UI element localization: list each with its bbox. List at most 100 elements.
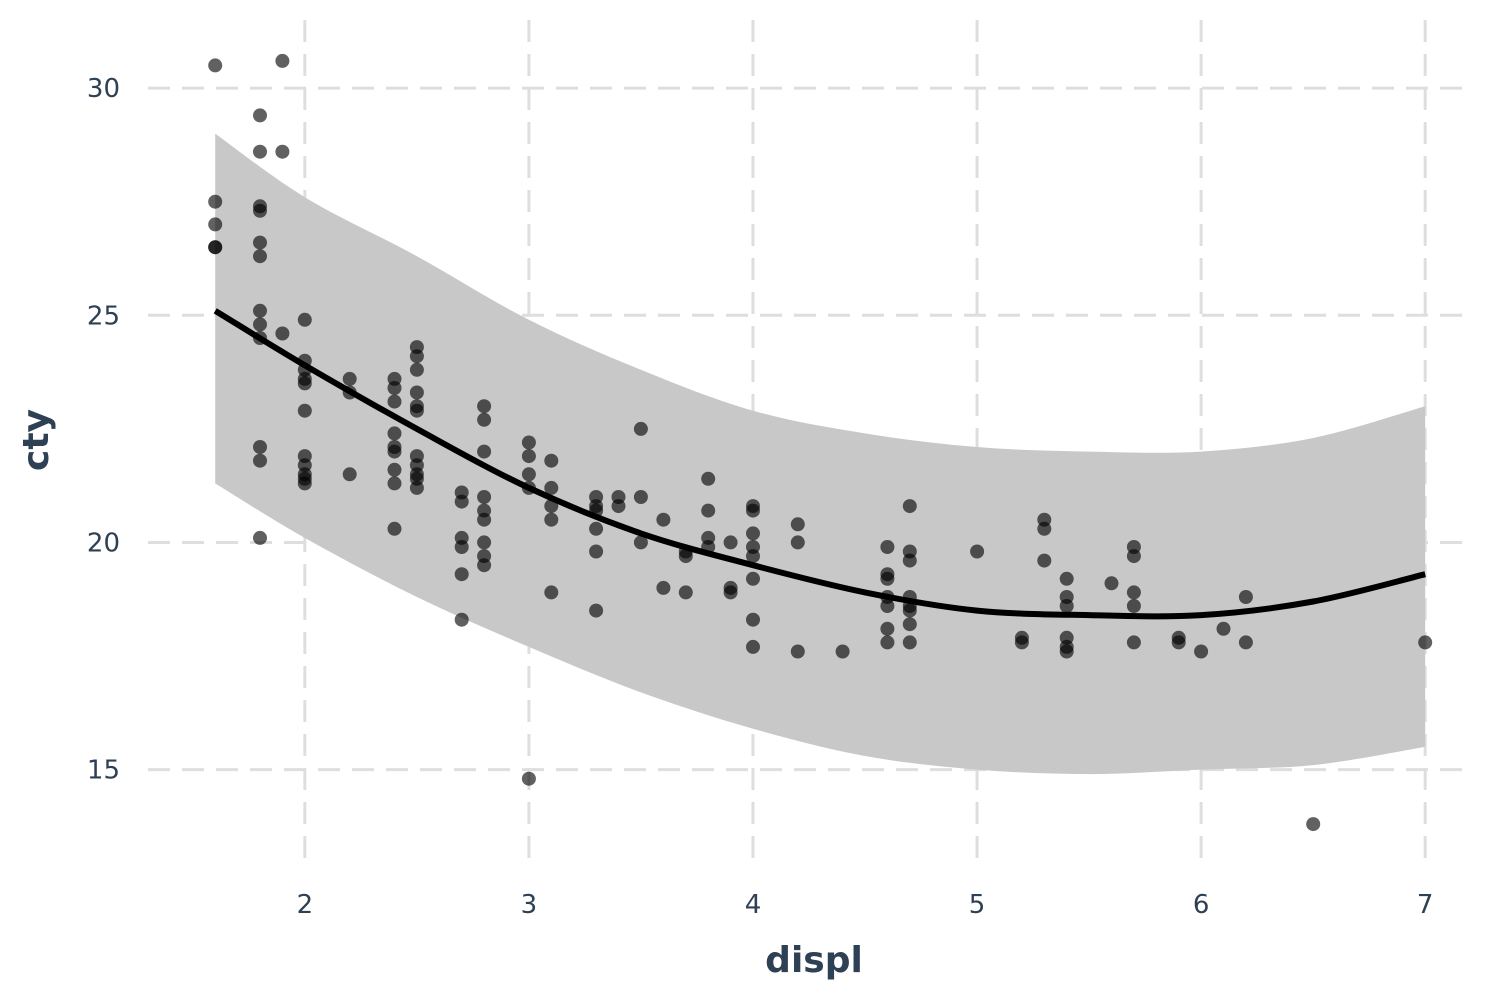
x-tick-label: 3 <box>521 890 538 920</box>
data-point <box>409 362 424 377</box>
data-point <box>477 558 492 573</box>
data-point <box>970 544 985 559</box>
data-point <box>589 603 604 618</box>
data-point <box>253 303 267 318</box>
data-point <box>297 312 312 327</box>
data-point <box>253 249 267 264</box>
data-point <box>521 467 536 482</box>
y-axis-title: cty <box>16 409 57 471</box>
data-point <box>880 635 895 650</box>
data-point <box>387 462 402 477</box>
data-point <box>521 771 536 786</box>
data-point <box>387 440 402 454</box>
data-point <box>835 644 850 659</box>
data-point <box>387 476 402 491</box>
data-point <box>1238 590 1253 604</box>
data-point <box>1037 553 1052 568</box>
data-point <box>253 453 267 468</box>
x-tick-label: 2 <box>297 890 314 920</box>
data-point <box>1059 599 1074 613</box>
data-point <box>544 453 559 468</box>
y-tick-label: 25 <box>87 301 120 331</box>
data-point <box>1126 635 1141 650</box>
data-point <box>746 526 760 541</box>
data-point <box>409 403 424 418</box>
data-point <box>790 517 805 532</box>
x-tick-label: 5 <box>969 890 986 920</box>
y-tick-label: 20 <box>87 528 120 558</box>
data-point <box>297 476 312 491</box>
data-point <box>253 440 267 454</box>
data-point <box>275 326 290 341</box>
data-point <box>454 540 469 554</box>
data-point <box>253 203 267 218</box>
x-tick-label: 4 <box>745 890 762 920</box>
data-point <box>902 499 917 514</box>
data-point <box>253 144 267 159</box>
data-point <box>544 480 559 495</box>
data-point <box>746 549 760 564</box>
data-point <box>1171 635 1186 650</box>
data-point <box>454 612 469 627</box>
data-point <box>1126 585 1141 600</box>
data-point <box>611 499 626 514</box>
data-point <box>297 376 312 391</box>
data-point <box>589 544 604 559</box>
data-point <box>477 444 492 459</box>
data-point <box>723 535 738 550</box>
y-tick-label: 15 <box>87 756 120 786</box>
data-point <box>208 240 223 255</box>
data-point <box>1306 817 1321 832</box>
data-point <box>1238 635 1253 650</box>
x-tick-labels: 2 3 4 5 6 7 <box>297 890 1434 920</box>
data-point <box>678 585 693 600</box>
x-tick-label: 6 <box>1193 890 1210 920</box>
data-point <box>521 449 536 464</box>
data-point <box>633 421 648 436</box>
data-point <box>746 639 760 654</box>
data-point <box>387 394 402 409</box>
data-point <box>1059 571 1074 586</box>
data-point <box>477 490 492 504</box>
data-point <box>387 426 402 441</box>
data-point <box>1216 621 1231 636</box>
x-axis-title: displ <box>765 940 863 981</box>
data-point <box>477 399 492 414</box>
data-point <box>342 467 357 482</box>
data-point <box>208 194 223 209</box>
data-point <box>790 644 805 659</box>
data-point <box>1037 521 1052 536</box>
y-tick-label: 30 <box>87 74 120 104</box>
data-point <box>746 612 760 627</box>
data-point <box>902 617 917 632</box>
data-point <box>1418 635 1433 650</box>
data-point <box>387 381 402 395</box>
fit-line <box>213 308 1426 620</box>
data-point <box>880 621 895 636</box>
data-point <box>342 371 357 386</box>
data-point <box>589 521 604 536</box>
data-point <box>902 603 917 618</box>
data-point <box>1059 644 1074 659</box>
data-point <box>544 585 559 600</box>
data-point <box>477 512 492 527</box>
data-point <box>253 108 267 123</box>
data-point <box>746 503 760 518</box>
data-point <box>275 144 290 159</box>
y-tick-labels: 15 20 25 30 <box>87 74 120 785</box>
data-point <box>880 571 895 586</box>
points-layer <box>208 53 1433 832</box>
data-point <box>409 480 424 495</box>
data-point <box>746 571 760 586</box>
data-point <box>297 403 312 418</box>
data-point <box>1126 599 1141 613</box>
data-point <box>1126 549 1141 564</box>
data-point <box>656 512 671 527</box>
data-point <box>1104 576 1119 591</box>
data-point <box>633 490 648 504</box>
data-point <box>477 535 492 550</box>
data-point <box>1194 644 1209 659</box>
data-point <box>880 599 895 613</box>
data-point <box>521 435 536 450</box>
data-point <box>701 471 716 486</box>
